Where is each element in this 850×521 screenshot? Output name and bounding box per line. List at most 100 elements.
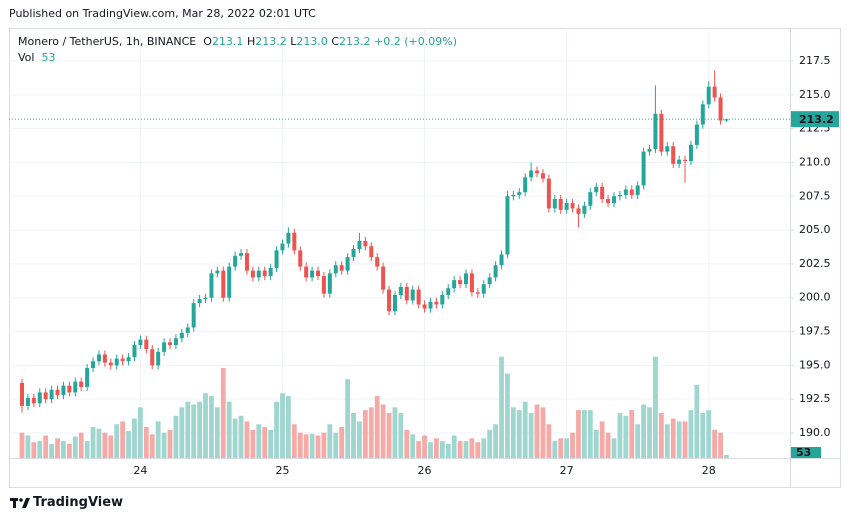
volume-bar bbox=[404, 429, 410, 458]
published-note: Published on TradingView.com, Mar 28, 20… bbox=[9, 7, 316, 20]
volume-bar bbox=[658, 412, 664, 458]
candle-body bbox=[233, 255, 238, 267]
volume-bar bbox=[315, 435, 321, 458]
volume-bar bbox=[203, 393, 208, 458]
ohlc-key: L bbox=[290, 35, 297, 48]
candle-body bbox=[321, 276, 326, 294]
volume-bar bbox=[392, 407, 398, 458]
candle-body bbox=[185, 327, 190, 333]
candle-body bbox=[535, 170, 540, 174]
candle-body bbox=[688, 144, 693, 162]
volume-bar bbox=[570, 432, 575, 458]
volume-bar bbox=[522, 401, 528, 458]
candle-body bbox=[20, 382, 24, 406]
volume-bar bbox=[43, 435, 49, 458]
candle-body bbox=[517, 192, 522, 195]
volume-bar bbox=[155, 421, 161, 458]
candle-body bbox=[173, 338, 178, 346]
candle-body bbox=[671, 146, 676, 164]
volume-bar bbox=[410, 434, 416, 458]
candle-body bbox=[197, 299, 202, 304]
volume-bar bbox=[256, 424, 262, 458]
volume-bar bbox=[309, 433, 315, 458]
volume-bar bbox=[31, 442, 37, 458]
volume-bar bbox=[321, 432, 327, 458]
volume-bar bbox=[546, 424, 552, 458]
candle-body bbox=[268, 267, 273, 277]
volume-bar bbox=[528, 412, 534, 458]
candle-body bbox=[588, 192, 593, 206]
candle-body bbox=[102, 354, 107, 363]
volume-bar bbox=[339, 427, 345, 458]
candle-body bbox=[635, 185, 640, 195]
volume-bar bbox=[167, 429, 173, 458]
candle-body bbox=[298, 250, 303, 267]
volume-bar bbox=[623, 415, 629, 458]
volume-bar bbox=[138, 407, 143, 458]
volume-bar bbox=[682, 421, 688, 458]
candle-body bbox=[594, 186, 599, 193]
candle-body bbox=[505, 196, 510, 255]
candle-body bbox=[529, 170, 534, 178]
candle-body bbox=[363, 240, 368, 247]
candle-body bbox=[150, 349, 155, 366]
volume-value: 53 bbox=[41, 51, 55, 64]
candle-body bbox=[665, 146, 670, 152]
candle-body bbox=[250, 270, 255, 278]
ohlc: O213.1 H213.2 L213.0 C213.2 bbox=[203, 35, 374, 48]
candle-body bbox=[375, 257, 380, 267]
candle-body bbox=[316, 270, 320, 277]
candle-body bbox=[677, 159, 682, 164]
volume-bar bbox=[72, 436, 78, 458]
volume-bar bbox=[611, 438, 617, 458]
volume-bar bbox=[197, 401, 202, 458]
candle-body bbox=[481, 284, 486, 294]
volume-bar bbox=[718, 432, 723, 458]
candle-body bbox=[369, 246, 374, 258]
volume-bar bbox=[220, 367, 226, 458]
candle-body bbox=[629, 189, 634, 195]
volume-bar bbox=[209, 396, 214, 458]
candle-body bbox=[641, 151, 646, 186]
x-tick-label: 24 bbox=[133, 464, 147, 477]
candle-body bbox=[458, 280, 463, 285]
candle-body bbox=[558, 198, 563, 210]
candle-body bbox=[327, 273, 332, 294]
volume-bar bbox=[398, 412, 404, 458]
candle-body bbox=[73, 381, 78, 393]
volume-bar bbox=[333, 432, 339, 458]
volume-bar bbox=[676, 421, 682, 458]
candle-body bbox=[292, 232, 297, 251]
symbol: Monero / TetherUS, 1h, BINANCE bbox=[18, 35, 197, 48]
candle-body bbox=[623, 189, 628, 195]
y-tick-label: 200.0 bbox=[799, 291, 831, 304]
last-price-badge bbox=[791, 111, 839, 128]
candle-body bbox=[564, 203, 569, 210]
volume-bar bbox=[368, 407, 374, 458]
candle-body bbox=[392, 295, 397, 312]
candle-body bbox=[469, 273, 474, 293]
candle-body bbox=[493, 265, 498, 278]
candle-body bbox=[546, 178, 551, 209]
candle-body bbox=[475, 292, 480, 294]
volume-bar bbox=[706, 410, 712, 458]
candle-body bbox=[120, 358, 125, 362]
axes: 190.0 192.5 195.0 197.5 200.0 202.5 205.0 207.5… bbox=[9, 54, 839, 477]
candle-body bbox=[428, 301, 433, 309]
candle-body bbox=[617, 194, 622, 197]
candle-body bbox=[43, 392, 48, 400]
x-tick-label: 27 bbox=[560, 464, 574, 477]
last-price-label: 213.2 bbox=[799, 113, 834, 126]
volume-bar bbox=[55, 438, 60, 458]
candle-body bbox=[244, 253, 249, 271]
volume-bar bbox=[262, 427, 268, 458]
volume-bar bbox=[457, 441, 463, 458]
candle-body bbox=[345, 257, 350, 271]
candle-body bbox=[422, 304, 427, 309]
volume-legend-value: 53 bbox=[41, 51, 56, 64]
candle-body bbox=[523, 177, 528, 193]
candle-body bbox=[227, 266, 232, 298]
candle-body bbox=[304, 266, 309, 278]
ohlc-value: 213.1 bbox=[211, 35, 244, 48]
volume-bar bbox=[487, 429, 493, 458]
